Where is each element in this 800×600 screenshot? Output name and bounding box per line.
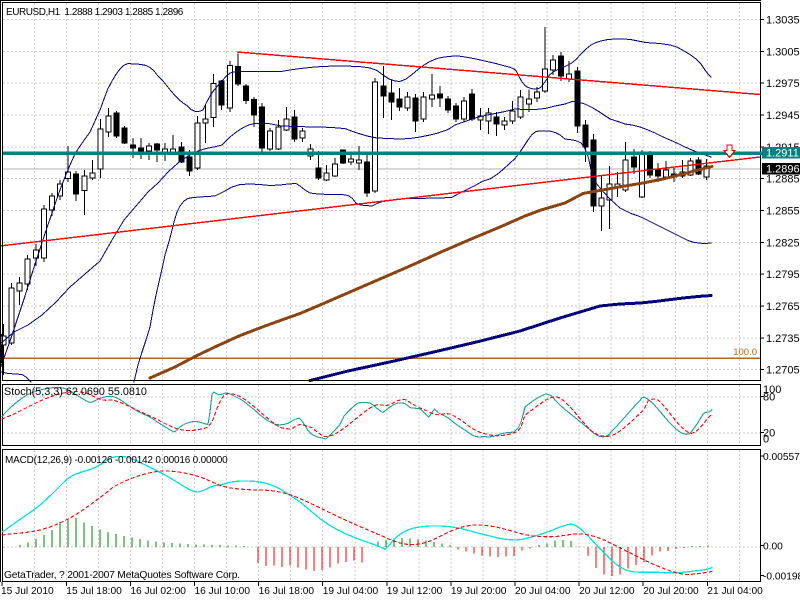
svg-text:16 Jul 02:00: 16 Jul 02:00 bbox=[130, 586, 186, 597]
svg-text:0.00557: 0.00557 bbox=[763, 452, 800, 463]
svg-text:1.2735: 1.2735 bbox=[766, 333, 800, 345]
svg-text:1.2911: 1.2911 bbox=[766, 148, 799, 160]
svg-text:1.3035: 1.3035 bbox=[766, 15, 800, 27]
svg-text:1.2975: 1.2975 bbox=[766, 78, 800, 90]
svg-text:1.2795: 1.2795 bbox=[766, 269, 800, 281]
svg-text:20: 20 bbox=[763, 428, 775, 440]
svg-text:21 Jul 04:00: 21 Jul 04:00 bbox=[707, 586, 763, 597]
svg-text:19 Jul 04:00: 19 Jul 04:00 bbox=[323, 586, 379, 597]
svg-text:1.2705: 1.2705 bbox=[766, 365, 800, 377]
svg-text:GetaTrader, ? 2001-2007 MetaQu: GetaTrader, ? 2001-2007 MetaQuotes Softw… bbox=[4, 570, 240, 581]
svg-text:80: 80 bbox=[763, 392, 775, 404]
svg-text:1.2765: 1.2765 bbox=[766, 301, 800, 313]
svg-text:19 Jul 12:00: 19 Jul 12:00 bbox=[387, 586, 443, 597]
svg-text:1.3005: 1.3005 bbox=[766, 46, 800, 58]
svg-text:16 Jul 18:00: 16 Jul 18:00 bbox=[259, 586, 315, 597]
svg-text:20 Jul 04:00: 20 Jul 04:00 bbox=[515, 586, 571, 597]
svg-text:100.0: 100.0 bbox=[733, 347, 757, 358]
svg-text:20 Jul 20:00: 20 Jul 20:00 bbox=[643, 586, 699, 597]
svg-text:19 Jul 20:00: 19 Jul 20:00 bbox=[451, 586, 507, 597]
svg-text:15 Jul 2010: 15 Jul 2010 bbox=[1, 586, 54, 597]
svg-text:20 Jul 12:00: 20 Jul 12:00 bbox=[579, 586, 635, 597]
svg-text:15 Jul 18:00: 15 Jul 18:00 bbox=[66, 586, 122, 597]
svg-text:1.2855: 1.2855 bbox=[766, 206, 800, 218]
svg-text:0.00: 0.00 bbox=[763, 542, 783, 553]
svg-text:16 Jul 10:00: 16 Jul 10:00 bbox=[195, 586, 251, 597]
svg-text:Stoch(5,3,3) 62.0690 55.0810: Stoch(5,3,3) 62.0690 55.0810 bbox=[4, 386, 147, 398]
svg-text:-0.00198: -0.00198 bbox=[763, 572, 800, 583]
svg-text:1.2885: 1.2885 bbox=[766, 174, 800, 186]
svg-text:MACD(12,26,9) -0.00126 -0.0014: MACD(12,26,9) -0.00126 -0.00142 0.00016 … bbox=[5, 455, 228, 466]
svg-text:1.2896: 1.2896 bbox=[766, 164, 800, 176]
svg-text:EURUSD,H1 1.2888 1.2903 1.288: EURUSD,H1 1.2888 1.2903 1.2885 1.2896 bbox=[6, 7, 184, 18]
svg-text:100: 100 bbox=[763, 384, 781, 396]
svg-text:1.2825: 1.2825 bbox=[766, 237, 800, 249]
svg-text:1.2945: 1.2945 bbox=[766, 110, 800, 122]
svg-text:0: 0 bbox=[763, 434, 769, 446]
